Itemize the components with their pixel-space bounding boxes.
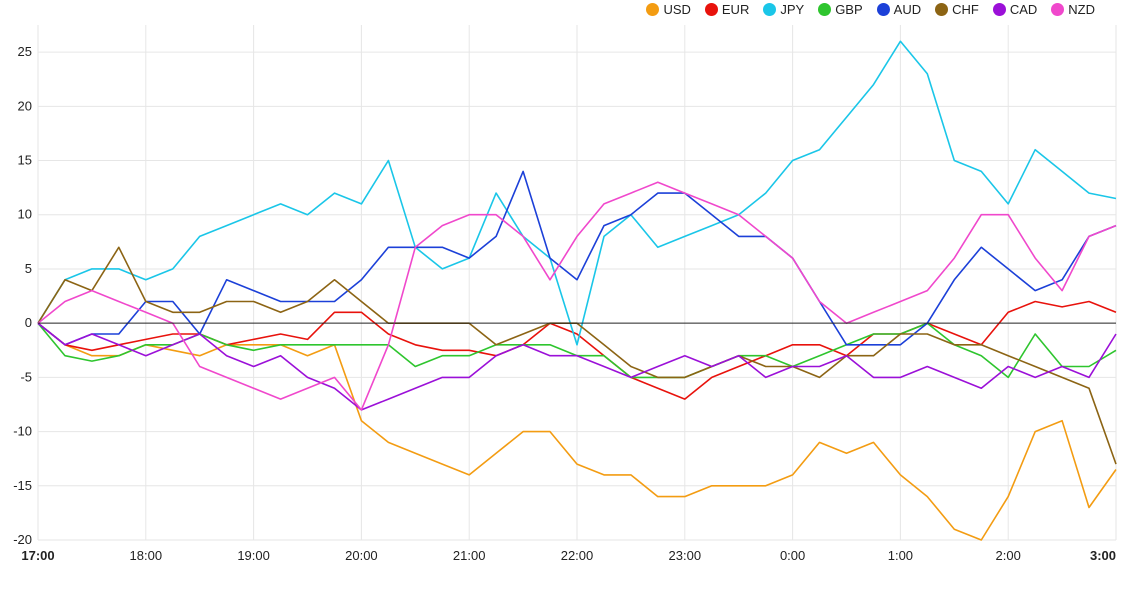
x-tick-label: 0:00	[780, 548, 805, 563]
legend-label: CAD	[1009, 2, 1038, 17]
legend-label: GBP	[835, 2, 863, 17]
y-tick-label: -15	[13, 478, 32, 493]
y-axis-ticks: -20 -15 -10 -5 0 5 10 15 20 25	[13, 44, 32, 547]
x-tick-label: 2:00	[996, 548, 1021, 563]
y-tick-label: 20	[18, 98, 32, 113]
legend-swatch	[704, 3, 718, 16]
grid	[37, 25, 1117, 541]
x-tick-label: 3:00	[1090, 548, 1116, 563]
y-tick-label: -20	[13, 532, 32, 547]
x-tick-label: 20:00	[345, 548, 378, 563]
legend-item-aud[interactable]: AUD	[876, 2, 922, 17]
legend: USD EUR JPY GBP AUD CHF CAD NZD	[646, 2, 1095, 17]
legend-item-eur[interactable]: EUR	[704, 2, 750, 17]
x-tick-label: 17:00	[21, 548, 54, 563]
legend-item-usd[interactable]: USD	[646, 2, 691, 17]
legend-swatch	[818, 3, 832, 16]
series-line-cad	[37, 322, 1117, 411]
y-tick-label: 25	[18, 44, 32, 59]
legend-swatch	[876, 3, 890, 16]
x-tick-label: 1:00	[888, 548, 913, 563]
legend-label: JPY	[780, 2, 805, 17]
legend-item-chf[interactable]: CHF	[935, 2, 979, 17]
legend-swatch	[1051, 3, 1065, 16]
legend-item-jpy[interactable]: JPY	[763, 2, 804, 17]
legend-swatch	[646, 3, 660, 16]
legend-label: NZD	[1068, 2, 1095, 17]
legend-item-gbp[interactable]: GBP	[818, 2, 863, 17]
y-tick-label: 5	[25, 261, 32, 276]
x-tick-label: 18:00	[130, 548, 163, 563]
legend-label: EUR	[721, 2, 750, 17]
legend-item-cad[interactable]: CAD	[992, 2, 1038, 17]
legend-label: AUD	[893, 2, 922, 17]
series-line-jpy	[37, 40, 1117, 346]
x-tick-label: 23:00	[669, 548, 702, 563]
series-line-nzd	[37, 181, 1117, 411]
legend-label: CHF	[952, 2, 979, 17]
y-tick-label: 10	[18, 207, 32, 222]
y-tick-label: -5	[20, 369, 32, 384]
y-tick-label: 0	[25, 315, 32, 330]
legend-swatch	[763, 3, 777, 16]
x-tick-label: 21:00	[453, 548, 486, 563]
legend-label: USD	[663, 2, 691, 17]
legend-swatch	[992, 3, 1006, 16]
x-axis-ticks: 17:00 18:00 19:00 20:00 21:00 22:00 23:00 0:00 1…	[21, 548, 1116, 563]
y-tick-label: -10	[13, 424, 32, 439]
y-tick-label: 15	[18, 153, 32, 168]
legend-item-nzd[interactable]: NZD	[1051, 2, 1095, 17]
series-line-aud	[37, 170, 1117, 346]
x-tick-label: 19:00	[237, 548, 270, 563]
legend-swatch	[935, 3, 949, 16]
x-tick-label: 22:00	[561, 548, 594, 563]
